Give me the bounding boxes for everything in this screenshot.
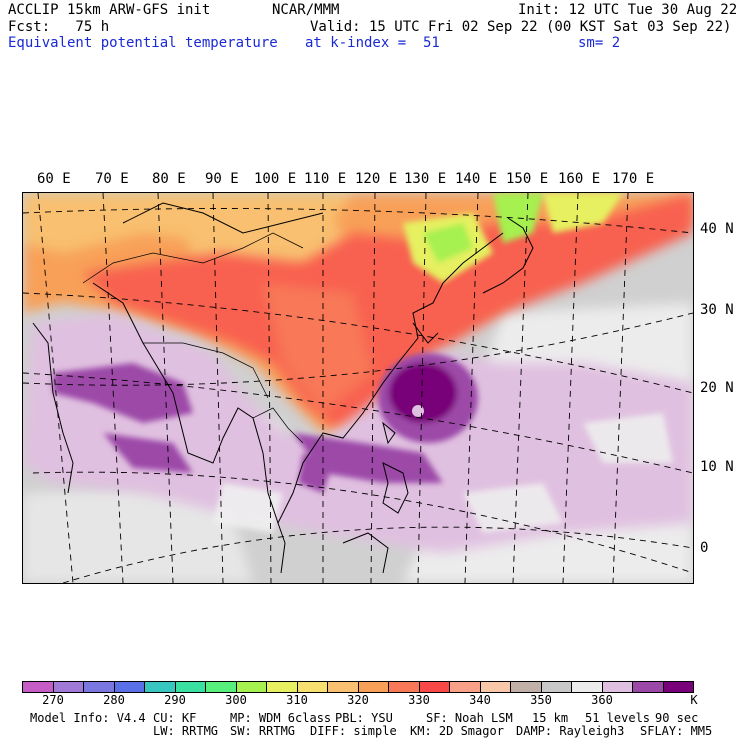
colorbar-tick: 270 bbox=[42, 693, 64, 707]
colorbar-tick: 300 bbox=[225, 693, 247, 707]
colorbar-unit: K bbox=[690, 693, 698, 707]
org-label: NCAR/MMM bbox=[272, 2, 340, 18]
lat-label: 20 N bbox=[700, 380, 734, 396]
forecast-hour: Fcst: 75 h bbox=[8, 19, 110, 35]
colorbar bbox=[22, 681, 694, 693]
damp-scheme: DAMP: Rayleigh3 bbox=[516, 724, 625, 738]
pbl-scheme: PBL: YSU bbox=[335, 711, 393, 725]
model-info: Model Info: V4.4 bbox=[30, 711, 146, 725]
colorbar-swatch bbox=[541, 682, 572, 692]
lon-label: 140 E bbox=[455, 171, 498, 187]
colorbar-swatch bbox=[663, 682, 693, 692]
lon-label: 150 E bbox=[506, 171, 549, 187]
colorbar-swatch bbox=[114, 682, 145, 692]
lon-label: 100 E bbox=[254, 171, 297, 187]
timestep: 90 sec bbox=[655, 711, 699, 725]
lon-label: 160 E bbox=[558, 171, 601, 187]
lon-label: 120 E bbox=[355, 171, 398, 187]
colorbar-tick: 290 bbox=[164, 693, 186, 707]
colorbar-swatch bbox=[633, 682, 664, 692]
colorbar-swatch bbox=[511, 682, 542, 692]
init-time: Init: 12 UTC Tue 30 Aug 22 bbox=[518, 2, 738, 18]
colorbar-swatch bbox=[23, 682, 54, 692]
diff-scheme: DIFF: simple bbox=[310, 724, 397, 738]
colorbar-swatch bbox=[328, 682, 359, 692]
sflay-scheme: SFLAY: MM5 bbox=[640, 724, 713, 738]
km-scheme: KM: 2D Smagor bbox=[410, 724, 504, 738]
lat-label: 40 N bbox=[700, 221, 734, 237]
colorbar-tick: 350 bbox=[530, 693, 552, 707]
colorbar-swatch bbox=[206, 682, 237, 692]
map-panel bbox=[22, 192, 694, 584]
colorbar-swatch bbox=[297, 682, 328, 692]
valid-time: Valid: 15 UTC Fri 02 Sep 22 (00 KST Sat … bbox=[310, 19, 732, 35]
cu-scheme: CU: KF bbox=[153, 711, 197, 725]
colorbar-swatch bbox=[572, 682, 603, 692]
mp-scheme: MP: WDM 6class bbox=[230, 711, 332, 725]
colorbar-tick: 320 bbox=[347, 693, 369, 707]
lon-label: 110 E bbox=[304, 171, 347, 187]
lat-label: 0 bbox=[700, 540, 709, 556]
colorbar-swatch bbox=[84, 682, 115, 692]
colorbar-tick: 360 bbox=[591, 693, 613, 707]
smoothing-label: sm= 2 bbox=[578, 35, 621, 51]
lat-label: 30 N bbox=[700, 302, 734, 318]
theta-e-field bbox=[23, 193, 693, 583]
colorbar-swatch bbox=[53, 682, 84, 692]
sw-scheme: SW: RRTMG bbox=[230, 724, 296, 738]
lw-scheme: LW: RRTMG bbox=[153, 724, 219, 738]
model-title: ACCLIP 15km ARW-GFS init bbox=[8, 2, 211, 18]
lon-label: 90 E bbox=[205, 171, 239, 187]
colorbar-swatch bbox=[175, 682, 206, 692]
colorbar-tick: 340 bbox=[469, 693, 491, 707]
colorbar-swatch bbox=[267, 682, 298, 692]
colorbar-tick: 330 bbox=[408, 693, 430, 707]
lon-label: 170 E bbox=[612, 171, 655, 187]
levels: 51 levels bbox=[585, 711, 651, 725]
colorbar-swatch bbox=[145, 682, 176, 692]
colorbar-swatch bbox=[450, 682, 481, 692]
lon-label: 70 E bbox=[95, 171, 129, 187]
colorbar-swatch bbox=[358, 682, 389, 692]
resolution: 15 km bbox=[532, 711, 569, 725]
lon-label: 130 E bbox=[404, 171, 447, 187]
colorbar-swatch bbox=[236, 682, 267, 692]
field-name: Equivalent potential temperature bbox=[8, 35, 278, 51]
colorbar-swatch bbox=[389, 682, 420, 692]
colorbar-tick: 310 bbox=[286, 693, 308, 707]
lon-label: 60 E bbox=[37, 171, 71, 187]
sf-scheme: SF: Noah LSM bbox=[426, 711, 513, 725]
colorbar-swatch bbox=[480, 682, 511, 692]
colorbar-tick: 280 bbox=[103, 693, 125, 707]
colorbar-swatch bbox=[602, 682, 633, 692]
lon-label: 80 E bbox=[152, 171, 186, 187]
k-index-label: at k-index = 51 bbox=[305, 35, 440, 51]
colorbar-swatch bbox=[419, 682, 450, 692]
lat-label: 10 N bbox=[700, 459, 734, 475]
